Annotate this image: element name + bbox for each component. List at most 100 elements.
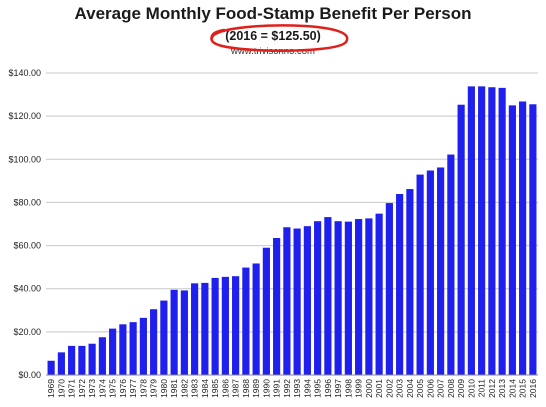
x-tick-label: 1989 (251, 379, 261, 398)
bar-2010 (467, 86, 475, 376)
x-tick-label: 1969 (46, 379, 56, 398)
chart-subtitle: (2016 = $125.50) (225, 29, 321, 43)
x-tick-label: 1982 (179, 379, 189, 398)
bar-2004 (406, 189, 414, 375)
x-tick-label: 1983 (190, 379, 200, 398)
x-tick-label: 2012 (487, 379, 497, 398)
y-axis-ticks: $0.00 $20.00 $40.00 $60.00 $80.00 $100.00 $120… (8, 68, 41, 380)
x-tick-label: 1976 (118, 379, 128, 398)
y-tick-label: $60.00 (13, 241, 41, 251)
bar-1969 (47, 360, 55, 375)
bar-2016 (529, 104, 537, 375)
bar-2014 (508, 105, 516, 376)
bar-1986 (221, 276, 229, 375)
bar-1977 (129, 322, 137, 375)
bar-1972 (78, 345, 86, 375)
x-tick-label: 2001 (374, 379, 384, 398)
x-tick-label: 2016 (528, 379, 538, 398)
x-tick-label: 1985 (210, 379, 220, 398)
x-tick-label: 2003 (395, 379, 405, 398)
y-tick-label: $100.00 (8, 154, 41, 164)
x-tick-label: 1970 (56, 379, 66, 398)
bar-2009 (457, 104, 465, 376)
x-tick-label: 1991 (272, 379, 282, 398)
bar-1975 (109, 328, 117, 375)
x-tick-label: 1987 (231, 379, 241, 398)
y-tick-label: $120.00 (8, 111, 41, 121)
x-tick-label: 2007 (436, 379, 446, 398)
x-tick-label: 1984 (200, 379, 210, 398)
x-tick-label: 1978 (138, 379, 148, 398)
x-tick-label: 2008 (446, 379, 456, 398)
x-tick-label: 2002 (384, 379, 394, 398)
bars (47, 86, 537, 376)
x-tick-label: 1986 (220, 379, 230, 398)
y-tick-label: $140.00 (8, 68, 41, 78)
bar-2002 (385, 203, 393, 375)
bar-1981 (170, 289, 178, 375)
x-tick-label: 2014 (507, 379, 517, 398)
bar-2000 (365, 218, 373, 375)
bar-1995 (314, 221, 322, 375)
x-tick-label: 1980 (159, 379, 169, 398)
bar-1990 (262, 247, 270, 375)
x-tick-label: 1990 (261, 379, 271, 398)
red-circle-annotation (210, 24, 349, 52)
x-tick-label: 1981 (169, 379, 179, 398)
bar-2007 (437, 167, 445, 375)
x-tick-label: 1979 (149, 379, 159, 398)
bar-1988 (242, 267, 250, 375)
x-tick-label: 1996 (323, 379, 333, 398)
bar-1993 (293, 228, 301, 375)
bar-1992 (283, 227, 291, 375)
bar-1991 (273, 238, 281, 375)
bar-1970 (57, 352, 65, 375)
x-tick-label: 1998 (343, 379, 353, 398)
x-tick-label: 1997 (333, 379, 343, 398)
x-tick-label: 1993 (292, 379, 302, 398)
bar-2011 (478, 86, 486, 376)
bar-1978 (139, 317, 147, 375)
x-tick-label: 1988 (241, 379, 251, 398)
x-tick-label: 1975 (108, 379, 118, 398)
x-tick-label: 1995 (313, 379, 323, 398)
x-tick-label: 2015 (518, 379, 528, 398)
x-tick-label: 1973 (87, 379, 97, 398)
x-tick-label: 2013 (497, 379, 507, 398)
x-tick-label: 1994 (302, 379, 312, 398)
x-tick-label: 2005 (415, 379, 425, 398)
x-tick-label: 1974 (97, 379, 107, 398)
chart-title: Average Monthly Food-Stamp Benefit Per P… (74, 4, 472, 23)
bar-1997 (334, 221, 342, 375)
x-tick-label: 1992 (282, 379, 292, 398)
bar-1971 (68, 345, 76, 375)
bar-1998 (344, 221, 352, 375)
x-tick-label: 2006 (425, 379, 435, 398)
x-tick-label: 2004 (405, 379, 415, 398)
bar-2003 (396, 194, 404, 375)
x-axis-ticks: 1969 1970 1971 1972 1973 1974 1975 1976 1977 1978… (46, 379, 538, 398)
bar-1983 (191, 283, 199, 375)
bar-1984 (201, 282, 209, 375)
x-tick-label: 1971 (67, 379, 77, 398)
y-tick-label: $0.00 (18, 370, 41, 380)
x-tick-label: 2000 (364, 379, 374, 398)
y-tick-label: $20.00 (13, 327, 41, 337)
bar-1976 (119, 324, 127, 375)
bar-1987 (232, 276, 240, 375)
x-tick-label: 1999 (354, 379, 364, 398)
x-tick-label: 1972 (77, 379, 87, 398)
x-tick-label: 2011 (477, 379, 487, 398)
bar-1994 (303, 226, 311, 375)
bar-1980 (160, 300, 168, 375)
red-oval-stroke (210, 24, 349, 52)
bar-1996 (324, 217, 332, 375)
bar-2005 (416, 174, 424, 375)
x-tick-label: 2010 (466, 379, 476, 398)
y-tick-label: $40.00 (13, 284, 41, 294)
bar-1979 (150, 309, 158, 375)
bar-2013 (498, 87, 506, 375)
y-tick-label: $80.00 (13, 197, 41, 207)
bar-1985 (211, 277, 219, 375)
